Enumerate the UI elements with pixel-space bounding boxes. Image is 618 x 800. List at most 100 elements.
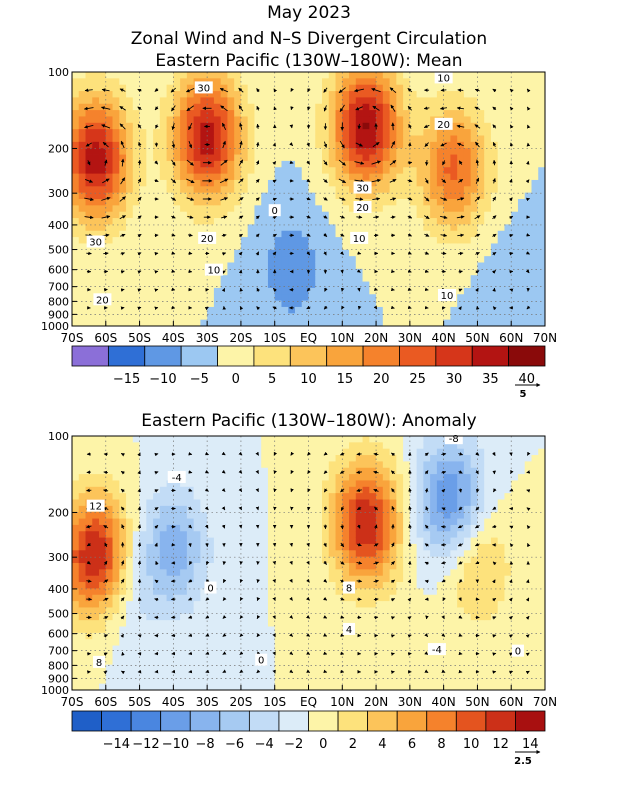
field-cell [153, 281, 161, 289]
field-cell [436, 160, 445, 168]
field-cell [450, 275, 458, 282]
field-cell [112, 268, 120, 276]
field-cell [234, 141, 242, 149]
field-cell [274, 683, 282, 691]
field-cell [403, 72, 411, 79]
field-cell [207, 493, 215, 500]
field-cell [335, 575, 343, 583]
field-cell [220, 436, 228, 443]
field-cell [288, 243, 296, 251]
wind-vector [238, 159, 244, 166]
field-cell [119, 199, 127, 206]
wind-vector [171, 141, 176, 149]
field-cell [369, 262, 377, 270]
field-cell [315, 664, 323, 672]
field-cell [281, 594, 289, 602]
field-cell [146, 167, 154, 174]
field-cell [497, 167, 505, 174]
field-cell [119, 556, 127, 564]
field-cell [261, 313, 269, 321]
field-cell [153, 569, 161, 577]
field-cell [139, 256, 147, 263]
field-cell [105, 167, 113, 174]
field-cell [274, 607, 282, 615]
field-cell [220, 588, 228, 596]
field-cell [105, 116, 113, 124]
field-cell [180, 72, 188, 79]
field-cell [362, 294, 370, 301]
field-cell [294, 199, 303, 206]
x-tick-label: 20S [229, 331, 252, 345]
field-cell [342, 199, 350, 206]
field-cell [220, 224, 228, 232]
field-cell [497, 313, 505, 321]
field-cell [497, 237, 505, 244]
wind-vector [440, 88, 447, 92]
field-cell [112, 442, 120, 450]
field-cell [281, 556, 289, 564]
field-cell [146, 607, 154, 615]
field-cell [139, 594, 147, 602]
field-cell [288, 531, 296, 538]
field-cell [220, 556, 228, 564]
field-cell [430, 173, 438, 181]
field-cell [261, 160, 269, 168]
field-cell [308, 319, 316, 327]
field-cell [538, 205, 546, 213]
field-cell [288, 319, 296, 327]
field-cell [511, 97, 519, 105]
field-cell [396, 110, 404, 117]
wind-vector [119, 215, 126, 220]
field-cell [180, 575, 188, 583]
field-cell [112, 569, 120, 577]
field-cell [504, 243, 512, 251]
field-cell [132, 499, 140, 507]
field-cell [126, 550, 134, 558]
field-cell [173, 179, 181, 187]
field-cell [335, 313, 343, 321]
field-cell [247, 179, 255, 187]
field-cell [281, 537, 289, 545]
field-cell [213, 512, 222, 519]
wind-vector [526, 160, 530, 165]
field-cell [294, 192, 303, 200]
field-cell [234, 230, 242, 238]
field-cell [450, 97, 458, 105]
field-cell [193, 294, 201, 301]
wind-vector [457, 88, 464, 92]
field-cell [173, 601, 181, 608]
field-cell [288, 78, 296, 86]
field-cell [153, 148, 161, 155]
field-cell [213, 84, 222, 92]
field-cell [72, 186, 80, 194]
field-cell [213, 237, 222, 244]
field-cell [484, 167, 492, 174]
field-cell [146, 436, 154, 443]
field-cell [193, 518, 201, 526]
field-cell [355, 148, 363, 155]
field-cell [477, 275, 485, 282]
field-cell [105, 480, 113, 488]
field-cell [72, 287, 80, 295]
field-cell [227, 306, 235, 314]
field-cell [254, 543, 262, 551]
field-cell [335, 512, 343, 519]
field-cell [342, 179, 350, 187]
field-cell [132, 186, 140, 194]
field-cell [92, 199, 100, 206]
x-tick-label: 10S [263, 331, 286, 345]
field-cell [78, 448, 86, 456]
field-cell [180, 275, 188, 282]
wind-vector [323, 160, 328, 166]
wind-vector [171, 287, 176, 292]
field-cell [126, 474, 134, 481]
field-cell [78, 141, 86, 149]
field-cell [92, 230, 100, 238]
field-cell [301, 135, 309, 143]
field-cell [294, 84, 303, 92]
field-cell [281, 103, 289, 111]
field-cell [349, 436, 357, 443]
wind-vector [423, 106, 430, 110]
field-cell [146, 72, 154, 79]
field-cell [78, 154, 86, 162]
